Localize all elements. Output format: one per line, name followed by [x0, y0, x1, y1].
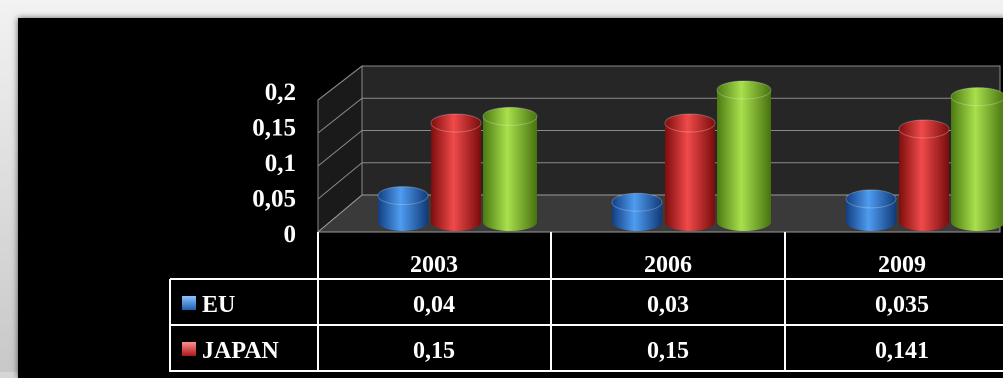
legend-entry: JAPAN [202, 338, 280, 364]
bar [898, 119, 950, 231]
category-labels: 2003 2006 2009 [410, 252, 926, 278]
category-label: 2006 [644, 252, 692, 278]
data-label: 0,141 [875, 338, 929, 364]
legend-entry: EU [202, 292, 235, 318]
bar-cap [950, 87, 1003, 107]
gridline-side [317, 130, 363, 167]
gridline-side [317, 162, 363, 200]
data-label: 0,04 [413, 292, 455, 318]
data-label: 0,15 [647, 338, 689, 364]
y-tick-label: 0 [284, 221, 297, 248]
bars [377, 80, 1003, 231]
data-label: 0,03 [647, 292, 689, 318]
data-label: 0,15 [413, 338, 455, 364]
bar-cap [664, 113, 716, 133]
y-tick-label: 0,2 [265, 79, 296, 106]
bar-body [431, 123, 481, 231]
y-tick-label: 0,1 [265, 150, 296, 177]
legend-key [182, 296, 196, 310]
y-axis-ticks: 0 0,05 0,1 0,15 0,2 [252, 79, 296, 248]
bar-body [483, 116, 537, 231]
bar-body [378, 195, 428, 231]
gridline-side [317, 97, 363, 134]
bar-body [899, 128, 949, 231]
bar-cap [482, 106, 538, 126]
data-label: 0,035 [875, 292, 929, 318]
table-cells: 0,04 0,03 0,035 0,15 0,15 0,141 [413, 292, 929, 364]
bar-body [717, 90, 771, 231]
row-labels: EU JAPAN [182, 292, 280, 364]
bar-cap [377, 186, 429, 206]
bar-body [951, 96, 1003, 231]
bar [430, 113, 482, 231]
bar [716, 80, 772, 231]
bar-body [846, 198, 896, 231]
table-grid [169, 232, 1003, 372]
bar-cap [430, 113, 482, 133]
bar [664, 113, 716, 231]
bar [377, 186, 429, 231]
bar-cap [898, 119, 950, 139]
bar-cap [611, 192, 663, 212]
category-label: 2009 [878, 252, 926, 278]
bar [845, 189, 897, 231]
bar-cap [716, 80, 772, 100]
legend-key [182, 342, 196, 356]
bar-body [665, 123, 715, 231]
gridline-side [317, 65, 363, 101]
bar [482, 106, 538, 231]
y-tick-label: 0,15 [252, 115, 296, 142]
bar [950, 87, 1003, 231]
bar-cap [845, 189, 897, 209]
y-tick-label: 0,05 [252, 186, 296, 213]
bar [611, 192, 663, 231]
category-label: 2003 [410, 252, 458, 278]
